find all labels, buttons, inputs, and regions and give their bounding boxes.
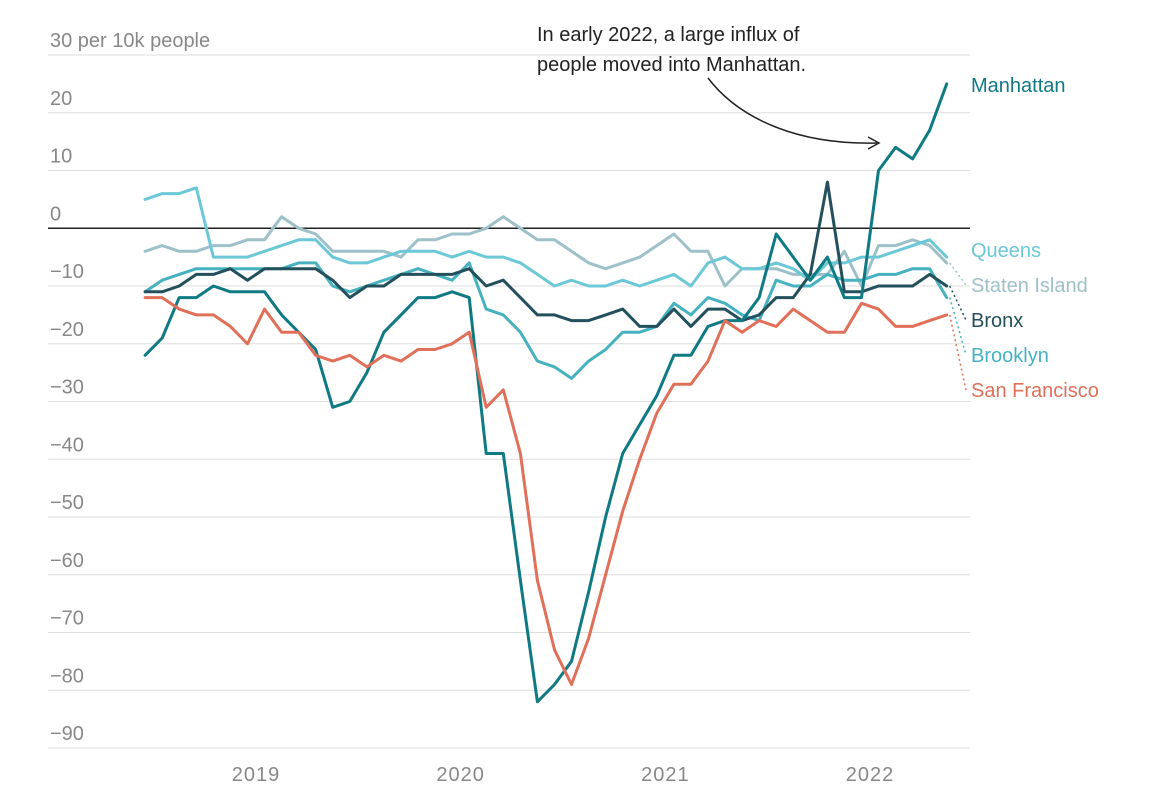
x-tick-label: 2019: [232, 764, 281, 786]
annotation: In early 2022, a large influx of people …: [537, 24, 881, 150]
label-leader: [949, 262, 967, 286]
x-axis-ticks: 2019 2020 2021 2022: [232, 764, 895, 786]
y-tick-label: 0: [50, 203, 61, 225]
y-tick-label: −10: [50, 261, 84, 283]
series-label-bronx: Bronx: [971, 310, 1023, 332]
y-tick-label: −20: [50, 319, 84, 341]
y-tick-label: −90: [50, 723, 84, 745]
annotation-line-2: people moved into Manhattan.: [537, 54, 806, 76]
series-label-san-francisco: San Francisco: [971, 380, 1099, 402]
y-tick-label: −50: [50, 492, 84, 514]
label-leader: [949, 285, 967, 321]
x-tick-label: 2020: [436, 764, 485, 786]
gridlines: [48, 54, 970, 749]
annotation-arrow: [707, 77, 878, 144]
y-tick-label: −60: [50, 550, 84, 572]
annotation-arrowhead: [867, 136, 881, 150]
series-labels: Manhattan Queens Staten Island Bronx Brookly…: [949, 75, 1099, 402]
y-axis-ticks: 30 per 10k people 20 10 0 −10 −20 −30 −40 −50 −60…: [50, 30, 210, 745]
label-leader: [949, 314, 967, 391]
series-label-brooklyn: Brooklyn: [971, 345, 1049, 367]
series-label-manhattan: Manhattan: [971, 75, 1066, 97]
series-label-queens: Queens: [971, 240, 1041, 262]
series-line-bronx: [143, 180, 949, 328]
series-label-staten-island: Staten Island: [971, 275, 1088, 297]
y-tick-label: −30: [50, 377, 84, 399]
x-tick-label: 2022: [846, 764, 895, 786]
x-tick-label: 2021: [641, 764, 690, 786]
y-tick-label: −70: [50, 608, 84, 630]
y-tick-label: 30 per 10k people: [50, 30, 210, 52]
annotation-line-1: In early 2022, a large influx of: [537, 24, 800, 46]
series-line-manhattan: [143, 82, 949, 704]
y-tick-label: 20: [50, 88, 72, 110]
series-lines: [143, 82, 949, 704]
y-tick-label: −40: [50, 434, 84, 456]
y-tick-label: −80: [50, 665, 84, 687]
series-line-san-francisco: [143, 296, 949, 686]
y-tick-label: 10: [50, 146, 72, 168]
